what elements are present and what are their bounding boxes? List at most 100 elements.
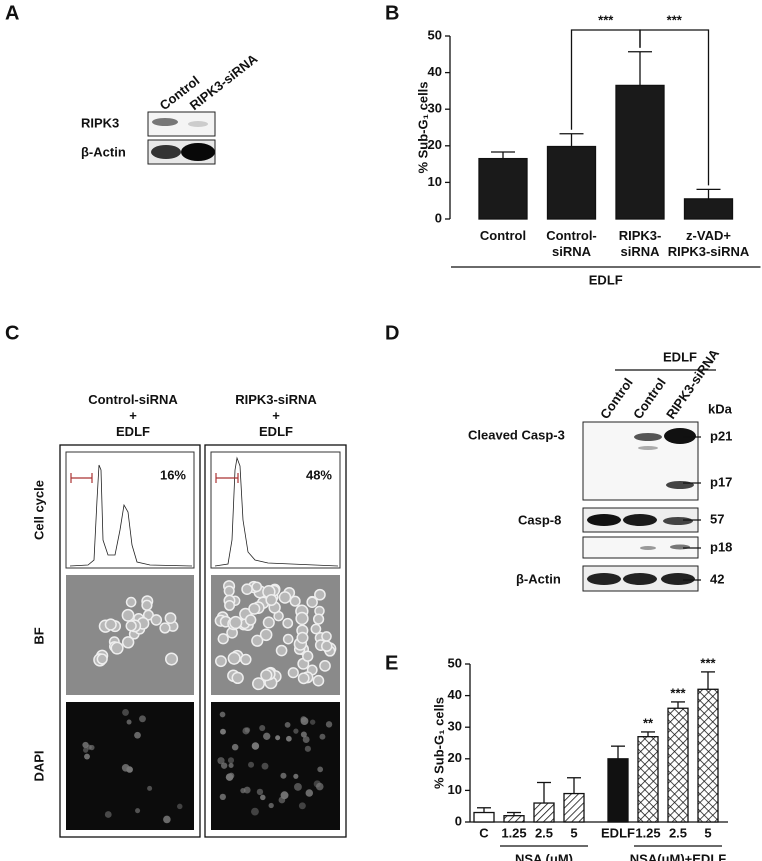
cell [244, 614, 257, 626]
y-tick-label: 40 [448, 687, 462, 702]
panel-frame [204, 444, 347, 838]
nucleus [302, 736, 310, 744]
nucleus [309, 719, 316, 725]
y-tick-label: 10 [428, 174, 442, 189]
cell [223, 585, 235, 597]
significance: ** [643, 715, 654, 730]
y-tick-label: 20 [448, 750, 462, 765]
nucleus [217, 757, 225, 765]
nucleus [325, 721, 333, 728]
cell [312, 613, 325, 625]
x-tick-label: C [479, 825, 489, 840]
cell [297, 672, 310, 685]
cell [302, 650, 314, 662]
nucleus [263, 732, 271, 740]
nucleus [298, 802, 306, 810]
group-label: NSA (μM) [515, 851, 573, 861]
bar [546, 145, 597, 220]
nucleus [248, 761, 255, 768]
nucleus [227, 757, 235, 764]
x-tick-label: 5 [570, 825, 577, 840]
bar [503, 815, 525, 823]
nucleus [286, 735, 292, 742]
percentage: 48% [306, 467, 332, 482]
nucleus [317, 766, 324, 773]
cell [278, 591, 292, 604]
cell [265, 593, 278, 606]
cell [295, 611, 309, 626]
nucleus [121, 763, 130, 772]
bar [615, 84, 665, 220]
nucleus [139, 715, 146, 723]
x-tick-label: 2.5 [669, 825, 687, 840]
nucleus [225, 773, 234, 781]
cell [296, 631, 309, 644]
nucleus [251, 807, 259, 816]
bar [533, 802, 555, 823]
row-label: Casp-8 [518, 512, 561, 527]
significance: *** [670, 685, 686, 700]
nucleus [126, 719, 132, 725]
cell [306, 596, 318, 608]
nucleus [244, 727, 251, 733]
blot [582, 421, 699, 592]
cell [164, 612, 177, 625]
row-label: DAPI [31, 750, 46, 781]
nucleus [268, 802, 274, 809]
nucleus [284, 721, 291, 728]
bar [563, 792, 585, 823]
nucleus [243, 786, 251, 794]
x-tick-label: 1.25 [635, 825, 660, 840]
cell [121, 636, 135, 649]
cell [275, 644, 288, 657]
nucleus [278, 796, 286, 804]
panel-letter: E [385, 652, 398, 674]
nucleus [134, 731, 141, 739]
y-tick-label: 0 [455, 813, 462, 828]
cell [260, 669, 273, 682]
cell [248, 602, 261, 615]
y-axis-label: % Sub-G₁ cells [415, 81, 430, 173]
nucleus [104, 811, 112, 818]
x-tick-label: EDLF [601, 825, 635, 840]
lane-label: Control [597, 375, 636, 421]
y-tick-label: 50 [428, 27, 442, 42]
cell [312, 674, 325, 687]
cell [321, 631, 332, 642]
significance: *** [598, 12, 614, 27]
x-tick-label: Control- siRNA [546, 228, 597, 259]
cell [215, 655, 227, 668]
marker-label: 57 [710, 511, 724, 526]
bar [683, 198, 734, 220]
cell [251, 581, 263, 593]
nucleus [83, 747, 89, 753]
nucleus [304, 745, 311, 752]
nucleus [313, 780, 321, 788]
marker-label: p18 [710, 539, 732, 554]
x-tick-label: 5 [704, 825, 711, 840]
nucleus [261, 762, 269, 770]
bar [607, 758, 629, 823]
cell [231, 671, 244, 685]
nucleus [228, 762, 234, 768]
cell [229, 615, 243, 630]
y-axis-label: % Sub-G₁ cells [431, 697, 446, 789]
nucleus [220, 728, 226, 735]
histogram [65, 451, 341, 569]
nucleus [251, 742, 260, 750]
nucleus [147, 785, 153, 791]
nucleus [122, 708, 129, 716]
blot [147, 111, 216, 165]
nucleus [305, 789, 314, 797]
nucleus [260, 794, 266, 801]
cell [125, 620, 137, 632]
nucleus [89, 744, 95, 751]
nucleus [300, 731, 307, 738]
nucleus [219, 711, 226, 718]
cell [259, 628, 273, 642]
group-label: EDLF [663, 349, 697, 364]
bar [473, 811, 495, 823]
row-label: β-Actin [516, 571, 561, 586]
cell [110, 641, 124, 655]
